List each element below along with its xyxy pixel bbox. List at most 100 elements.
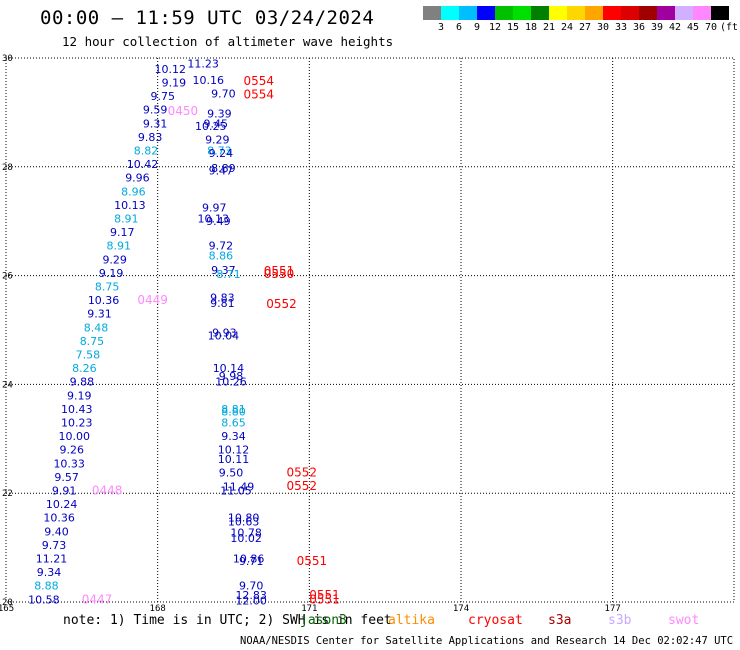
wave-height-value: 8.71 <box>216 268 241 281</box>
wave-height-value: 10.12 <box>218 444 250 457</box>
pass-time-label: 0551 <box>297 554 328 568</box>
wave-height-value: 11.23 <box>187 57 219 70</box>
footnote: note: 1) Time is in UTC; 2) SWH is in fe… <box>63 613 392 628</box>
wave-height-value: 8.80 <box>221 406 246 419</box>
wave-height-value: 9.83 <box>138 131 163 144</box>
wave-height-value: 10.16 <box>192 74 224 87</box>
pass-time-label: 0554 <box>244 74 275 88</box>
pass-time-label: 0551 <box>309 592 340 606</box>
wave-height-value: 8.91 <box>106 240 131 253</box>
wave-height-value: 9.49 <box>206 215 231 228</box>
y-tick-label: 26 <box>2 272 13 282</box>
wave-height-value: 9.72 <box>209 240 234 253</box>
wave-height-value: 10.36 <box>88 294 120 307</box>
wave-height-value: 12.83 <box>235 589 267 602</box>
wave-height-value: 10.11 <box>218 453 250 466</box>
x-tick-label: 177 <box>605 604 621 614</box>
legend-swatch <box>711 6 729 20</box>
legend-swatch <box>603 6 621 20</box>
wave-height-value: 9.57 <box>54 471 79 484</box>
x-tick-label: 168 <box>150 604 166 614</box>
wave-height-value: 10.13 <box>198 212 230 225</box>
wave-height-value: 9.93 <box>212 327 237 340</box>
legend-swatch <box>585 6 603 20</box>
legend-label: 6 <box>455 22 463 33</box>
legend-swatch <box>477 6 495 20</box>
pass-time-label: 0552 <box>266 297 297 311</box>
wave-height-value: 8.73 <box>207 144 232 157</box>
wave-height-value: 8.82 <box>134 144 159 157</box>
plot-frame <box>5 57 735 603</box>
satellite-altika: altika <box>388 613 435 628</box>
wave-height-value: 9.91 <box>52 484 77 497</box>
wave-height-value: 9.34 <box>37 566 62 579</box>
credit-line: NOAA/NESDIS Center for Satellite Applica… <box>240 635 740 647</box>
wave-height-value: 9.97 <box>202 202 227 215</box>
wave-height-value: 9.19 <box>67 389 92 402</box>
wave-height-value: 8.86 <box>209 249 234 262</box>
legend-label: 33 <box>614 22 628 33</box>
x-tick-label: 171 <box>301 604 317 614</box>
pass-time-label: 0550 <box>264 267 295 281</box>
legend-label: 24 <box>560 22 574 33</box>
y-tick-label: 28 <box>2 163 13 173</box>
wave-height-value: 10.00 <box>59 430 91 443</box>
wave-height-value: 10.13 <box>114 199 146 212</box>
pass-time-label: 0449 <box>137 293 168 307</box>
wave-height-value: 11.21 <box>36 552 68 565</box>
wave-height-value: 9.73 <box>42 539 67 552</box>
legend-label: 21 <box>542 22 556 33</box>
legend-label: 36 <box>632 22 646 33</box>
legend-label: 12 <box>488 22 502 33</box>
wave-height-value: 8.91 <box>114 212 139 225</box>
wave-height-value: 10.14 <box>213 362 245 375</box>
wave-height-value: 10.86 <box>233 552 265 565</box>
wave-height-value: 11.49 <box>223 481 255 494</box>
wave-height-value: 9.31 <box>143 117 168 130</box>
pass-time-label: 0552 <box>286 479 317 493</box>
wave-height-value: 10.12 <box>155 63 187 76</box>
wave-height-value: 9.50 <box>219 467 244 480</box>
wave-height-value: 10.36 <box>43 512 75 525</box>
wave-height-value: 9.88 <box>70 376 95 389</box>
axis-ticks: 165 168 171 174 177 30 28 26 24 22 20 <box>0 54 621 614</box>
pass-time-label: 0552 <box>286 466 317 480</box>
y-tick-label: 30 <box>2 54 13 64</box>
wave-height-value: 10.58 <box>28 593 60 606</box>
y-tick-label: 22 <box>2 489 13 499</box>
wave-height-value: 9.26 <box>59 444 84 457</box>
wave-height-value: 9.29 <box>205 134 230 147</box>
legend-swatch <box>459 6 477 20</box>
wave-height-value: 10.33 <box>53 457 85 470</box>
grid-lines <box>5 57 735 603</box>
legend-label: 15 <box>506 22 520 33</box>
legend-swatch <box>675 6 693 20</box>
satellite-s3a: s3a <box>548 613 572 628</box>
satellite-s3b: s3b <box>608 613 632 628</box>
legend-label: 27 <box>578 22 592 33</box>
wave-height-value: 9.70 <box>211 87 236 100</box>
wave-height-value: 8.81 <box>221 403 246 416</box>
legend-swatch <box>621 6 639 20</box>
wave-height-value: 9.19 <box>162 76 187 89</box>
pass-time-label: 0448 <box>92 483 123 497</box>
wave-height-value: 9.17 <box>110 226 135 239</box>
legend-swatch <box>441 6 459 20</box>
satellite-jason3: jason3 <box>300 613 347 628</box>
wave-height-value: 8.26 <box>72 362 97 375</box>
pass-time-label: 0450 <box>168 104 199 118</box>
legend-label: 39 <box>650 22 664 33</box>
legend-swatch <box>423 6 441 20</box>
wave-height-value: 10.23 <box>61 416 93 429</box>
legend-label: 18 <box>524 22 538 33</box>
wave-height-value: 8.89 <box>211 162 236 175</box>
wave-height-value: 9.24 <box>209 147 234 160</box>
wave-height-value: 9.98 <box>219 370 244 383</box>
legend-swatch <box>639 6 657 20</box>
wave-height-value: 9.19 <box>99 267 124 280</box>
wave-height-value: 9.59 <box>143 104 168 117</box>
wave-height-value: 10.24 <box>46 498 78 511</box>
wave-height-value: 9.34 <box>221 430 246 443</box>
